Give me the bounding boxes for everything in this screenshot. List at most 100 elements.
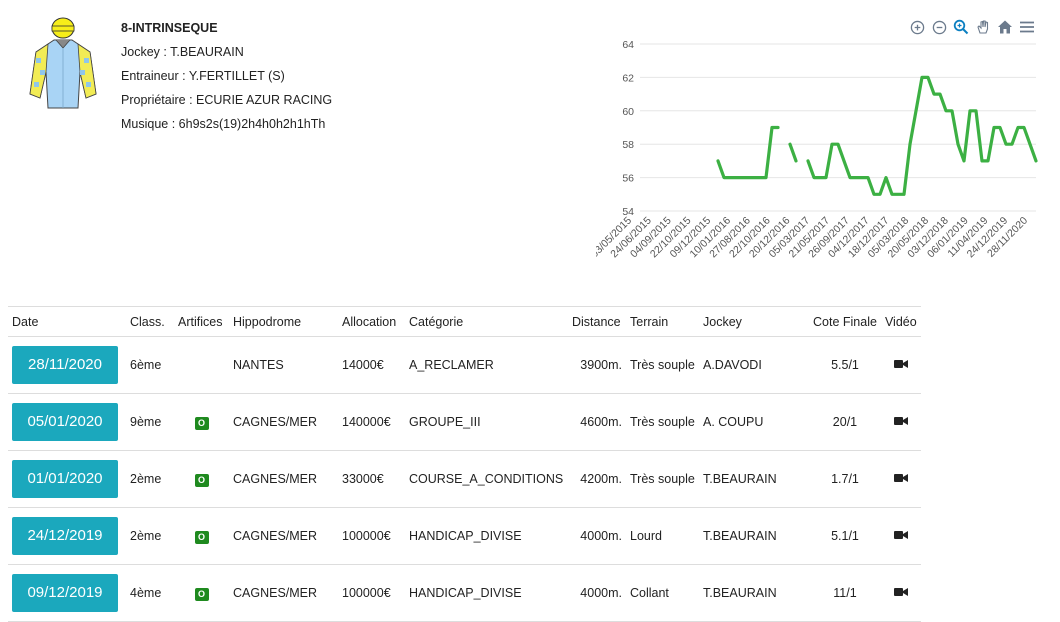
rating-line-chart: 54565860626403/05/201524/06/201504/09/20…	[596, 39, 1038, 260]
y-tick-label: 54	[622, 206, 634, 218]
terrain-cell: Très souple	[626, 336, 699, 394]
video-camera-icon[interactable]	[893, 529, 908, 543]
race-date-button[interactable]: 05/01/2020	[12, 403, 118, 441]
artifice-cell: O	[174, 507, 229, 565]
video-cell	[880, 507, 921, 565]
date-cell: 24/12/2019	[8, 507, 126, 565]
zoom-in-icon[interactable]	[908, 18, 926, 36]
jockey-silks-image	[14, 14, 104, 114]
race-date-button[interactable]: 28/11/2020	[12, 346, 118, 384]
column-header-date: Date	[8, 306, 126, 337]
column-header-video: Vidéo	[880, 306, 921, 337]
video-camera-icon[interactable]	[893, 586, 908, 600]
column-header-cote: Cote Finale	[809, 306, 881, 337]
distance-cell: 4000m.	[568, 507, 626, 565]
jockey-line: Jockey : T.BEAURAIN	[121, 45, 244, 59]
hippodrome-cell: CAGNES/MER	[229, 393, 338, 451]
magnifier-icon[interactable]	[952, 18, 970, 36]
terrain-cell: Très souple	[626, 393, 699, 451]
home-icon[interactable]	[996, 18, 1014, 36]
category-cell: A_RECLAMER	[405, 336, 568, 394]
class-cell: 6ème	[126, 336, 174, 394]
video-cell	[880, 450, 921, 508]
race-date-button[interactable]: 09/12/2019	[12, 574, 118, 612]
allocation-cell: 140000€	[338, 393, 405, 451]
table-row: 05/01/2020 9ème O CAGNES/MER 140000€ GROUPE_I…	[8, 393, 921, 451]
category-cell: HANDICAP_DIVISE	[405, 564, 568, 622]
allocation-cell: 100000€	[338, 564, 405, 622]
jockey-cell: A. COUPU	[699, 393, 809, 451]
video-cell	[880, 336, 921, 394]
column-header-class: Class.	[126, 306, 174, 337]
video-camera-icon[interactable]	[893, 358, 908, 372]
table-header-row: Date Class. Artifices Hippodrome Allocat…	[8, 306, 921, 337]
artifice-cell: O	[174, 393, 229, 451]
date-cell: 01/01/2020	[8, 450, 126, 508]
artifice-badge: O	[194, 473, 209, 487]
table-row: 01/01/2020 2ème O CAGNES/MER 33000€ COURSE_A_…	[8, 450, 921, 508]
menu-icon[interactable]	[1018, 18, 1036, 36]
hippodrome-cell: CAGNES/MER	[229, 507, 338, 565]
class-cell: 9ème	[126, 393, 174, 451]
jockey-cell: T.BEAURAIN	[699, 507, 809, 565]
hippodrome-cell: CAGNES/MER	[229, 450, 338, 508]
chart-toolbar	[908, 18, 1036, 36]
y-tick-label: 56	[622, 173, 634, 185]
video-cell	[880, 393, 921, 451]
distance-cell: 3900m.	[568, 336, 626, 394]
cote-cell: 11/1	[809, 564, 881, 622]
series-line	[806, 75, 1038, 196]
trainer-line: Entraineur : Y.FERTILLET (S)	[121, 69, 285, 83]
race-date-button[interactable]: 24/12/2019	[12, 517, 118, 555]
jockey-cell: T.BEAURAIN	[699, 450, 809, 508]
jockey-cell: T.BEAURAIN	[699, 564, 809, 622]
jockey-cell: A.DAVODI	[699, 336, 809, 394]
race-date-button[interactable]: 01/01/2020	[12, 460, 118, 498]
artifice-badge: O	[194, 416, 209, 430]
class-cell: 4ème	[126, 564, 174, 622]
y-tick-label: 64	[622, 39, 634, 51]
allocation-cell: 100000€	[338, 507, 405, 565]
race-history-table: Date Class. Artifices Hippodrome Allocat…	[8, 306, 921, 622]
date-cell: 28/11/2020	[8, 336, 126, 394]
date-cell: 09/12/2019	[8, 564, 126, 622]
video-camera-icon[interactable]	[893, 472, 908, 486]
cote-cell: 1.7/1	[809, 450, 881, 508]
distance-cell: 4000m.	[568, 564, 626, 622]
video-cell	[880, 564, 921, 622]
column-header-jockey: Jockey	[699, 306, 809, 337]
allocation-cell: 33000€	[338, 450, 405, 508]
terrain-cell: Lourd	[626, 507, 699, 565]
date-cell: 05/01/2020	[8, 393, 126, 451]
music-line: Musique : 6h9s2s(19)2h4h0h2h1hTh	[121, 117, 326, 131]
column-header-distance: Distance	[568, 306, 626, 337]
terrain-cell: Très souple	[626, 450, 699, 508]
column-header-artifices: Artifices	[174, 306, 229, 337]
horse-info: 8-INTRINSEQUE Jockey : T.BEAURAIN Entrai…	[121, 16, 332, 136]
category-cell: GROUPE_III	[405, 393, 568, 451]
y-tick-label: 62	[622, 72, 634, 84]
hippodrome-cell: NANTES	[229, 336, 338, 394]
distance-cell: 4600m.	[568, 393, 626, 451]
pan-hand-icon[interactable]	[974, 18, 992, 36]
distance-cell: 4200m.	[568, 450, 626, 508]
artifice-cell: O	[174, 564, 229, 622]
artifice-badge: O	[194, 530, 209, 544]
column-header-allocation: Allocation	[338, 306, 405, 337]
artifice-cell	[174, 336, 229, 394]
video-camera-icon[interactable]	[893, 415, 908, 429]
table-row: 09/12/2019 4ème O CAGNES/MER 100000€ HANDICAP…	[8, 564, 921, 622]
category-cell: COURSE_A_CONDITIONS	[405, 450, 568, 508]
column-header-category: Catégorie	[405, 306, 568, 337]
y-tick-label: 58	[622, 139, 634, 151]
cote-cell: 5.5/1	[809, 336, 881, 394]
class-cell: 2ème	[126, 507, 174, 565]
allocation-cell: 14000€	[338, 336, 405, 394]
owner-line: Propriétaire : ECURIE AZUR RACING	[121, 93, 333, 107]
horse-name: 8-INTRINSEQUE	[121, 21, 218, 35]
column-header-hippodrome: Hippodrome	[229, 306, 338, 337]
terrain-cell: Collant	[626, 564, 699, 622]
zoom-out-icon[interactable]	[930, 18, 948, 36]
column-header-terrain: Terrain	[626, 306, 699, 337]
artifice-cell: O	[174, 450, 229, 508]
